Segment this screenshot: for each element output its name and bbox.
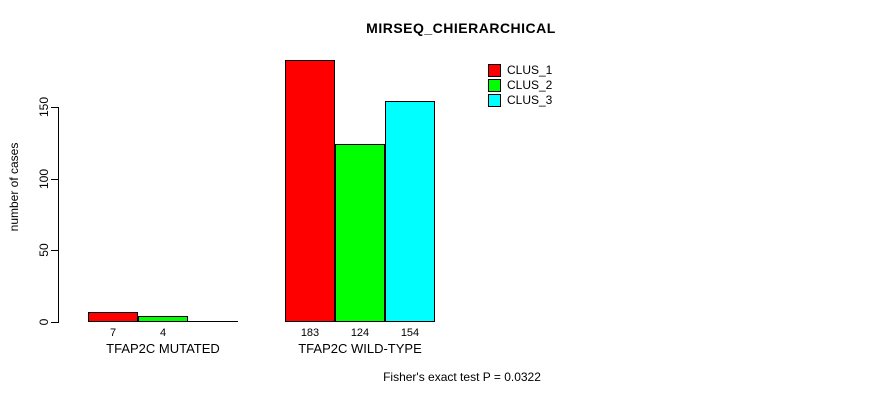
category-label: TFAP2C MUTATED (106, 341, 220, 356)
footer-annotation: Fisher's exact test P = 0.0322 (383, 370, 541, 384)
y-axis-title: number of cases (7, 142, 21, 232)
bar-clus_3-group2 (385, 101, 435, 322)
y-axis-tick (51, 250, 58, 252)
bar-clus_2-group1 (138, 316, 188, 322)
y-axis-tick-label: 150 (37, 97, 51, 118)
y-axis-tick-label: 100 (37, 168, 51, 189)
legend-row: CLUS_3 (488, 93, 552, 108)
bar-clus_1-group1 (88, 312, 138, 322)
legend-swatch-clus_2 (488, 79, 501, 92)
category-label: TFAP2C WILD-TYPE (298, 341, 422, 356)
bar-clus_1-group2 (285, 60, 335, 322)
y-axis-tick-label: 50 (37, 243, 51, 258)
bar-value-label: 154 (400, 327, 420, 339)
bar-value-label: 7 (109, 327, 117, 339)
bar-clus_3-group1 (188, 321, 238, 322)
legend: CLUS_1 CLUS_2 CLUS_3 (488, 63, 552, 108)
y-axis-line (58, 107, 59, 323)
legend-swatch-clus_3 (488, 94, 501, 107)
legend-label: CLUS_1 (507, 63, 553, 77)
legend-row: CLUS_2 (488, 78, 552, 93)
legend-swatch-clus_1 (488, 64, 501, 77)
bar-value-label: 183 (300, 327, 320, 339)
legend-row: CLUS_1 (488, 63, 552, 78)
legend-label: CLUS_2 (507, 78, 553, 92)
legend-label: CLUS_3 (507, 93, 553, 107)
bar-value-label: 4 (159, 327, 167, 339)
y-axis-tick (51, 178, 58, 180)
bar-value-label: 124 (350, 327, 370, 339)
bar-clus_2-group2 (335, 144, 385, 322)
y-axis-tick (51, 107, 58, 109)
y-axis-tick (51, 322, 58, 323)
chart-title: MIRSEQ_CHIERARCHICAL (366, 20, 556, 36)
y-axis-tick-label: 0 (37, 318, 51, 326)
